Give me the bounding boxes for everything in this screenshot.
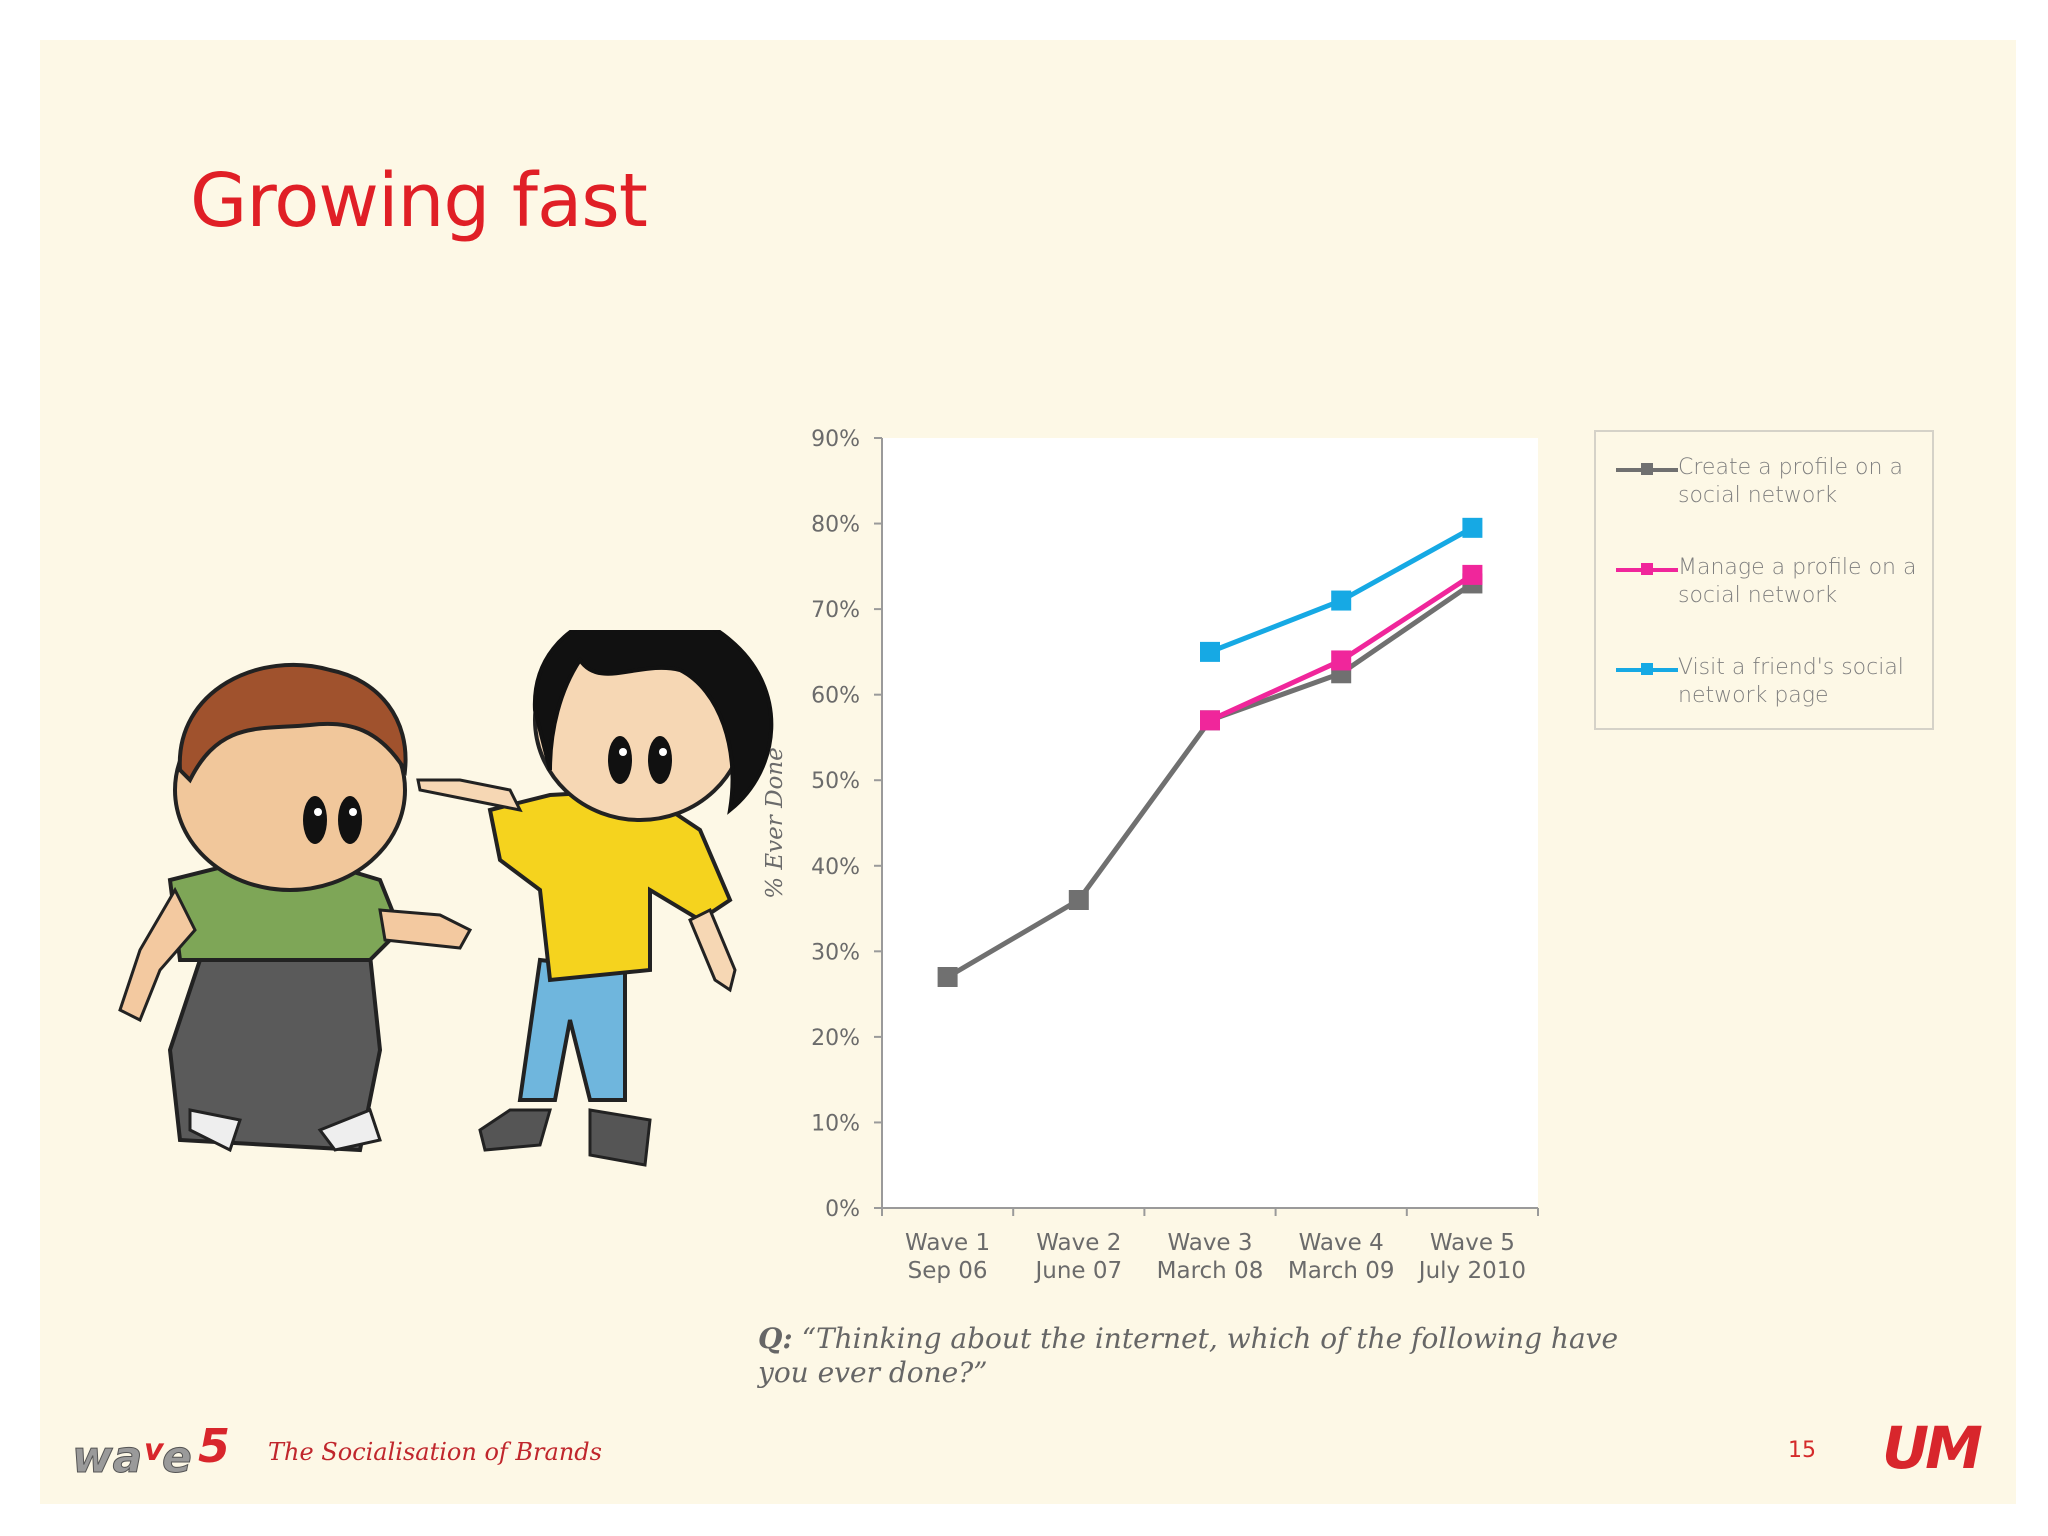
- legend-marker-swatch: [1641, 563, 1653, 575]
- y-tick-label: 60%: [811, 684, 860, 709]
- slide-title: Growing fast: [190, 158, 648, 244]
- x-tick-label: March 08: [1157, 1258, 1264, 1284]
- data-point: [1331, 650, 1352, 671]
- legend-label: Manage a profile on a social network: [1678, 555, 1917, 608]
- legend-item: Create a profile on a social network: [1616, 454, 1926, 524]
- um-logo-icon: UM: [1882, 1414, 1986, 1480]
- survey-question: Q: “Thinking about the internet, which o…: [758, 1322, 1638, 1390]
- legend-marker-swatch: [1641, 663, 1653, 675]
- x-tick-label: Wave 2: [1036, 1230, 1121, 1256]
- data-point: [937, 967, 958, 987]
- y-tick-label: 50%: [811, 769, 860, 794]
- svg-text:5: 5: [198, 1420, 230, 1473]
- y-tick-label: 0%: [825, 1197, 860, 1222]
- plot-area: [882, 438, 1538, 1208]
- x-tick-label: July 2010: [1417, 1258, 1526, 1284]
- svg-text:e: e: [162, 1432, 192, 1483]
- x-tick-label: March 09: [1288, 1258, 1395, 1284]
- legend-label: Visit a friend's social network page: [1678, 655, 1904, 708]
- legend-item: Visit a friend's social network page: [1616, 654, 1926, 724]
- y-tick-label: 40%: [811, 855, 860, 880]
- legend-marker-swatch: [1641, 463, 1653, 475]
- y-tick-label: 70%: [811, 598, 860, 623]
- footer-brand: The Socialisation of Brands: [268, 1438, 602, 1466]
- boy-figure-icon: [118, 662, 473, 1153]
- legend-item: Manage a profile on a social network: [1616, 554, 1926, 624]
- y-tick-label: 20%: [811, 1026, 860, 1051]
- question-prefix: Q:: [758, 1322, 793, 1355]
- legend-label: Create a profile on a social network: [1678, 455, 1903, 508]
- data-point: [1200, 710, 1220, 731]
- data-point: [1462, 564, 1483, 585]
- y-tick-label: 30%: [811, 940, 860, 965]
- x-tick-label: June 07: [1033, 1258, 1122, 1284]
- data-point: [1200, 641, 1220, 662]
- data-point: [1068, 890, 1089, 910]
- y-tick-label: 80%: [811, 513, 860, 538]
- y-axis-label: % Ever Done: [762, 747, 788, 899]
- girl-figure-icon: [416, 630, 774, 1167]
- x-tick-label: Wave 5: [1430, 1230, 1515, 1256]
- x-tick-label: Wave 3: [1167, 1230, 1252, 1256]
- chart-legend: Create a profile on a social network Mana…: [1594, 430, 1934, 730]
- data-point: [1462, 517, 1483, 538]
- svg-text:v: v: [144, 1433, 165, 1468]
- y-tick-label: 10%: [811, 1111, 860, 1136]
- x-tick-label: Wave 4: [1299, 1230, 1384, 1256]
- question-text: “Thinking about the internet, which of t…: [758, 1322, 1619, 1389]
- svg-text:UM: UM: [1882, 1414, 1982, 1480]
- x-tick-label: Wave 1: [905, 1230, 990, 1256]
- kids-illustration-icon: [118, 630, 774, 1167]
- data-point: [1331, 590, 1352, 611]
- wave5-logo-icon: wa v e 5: [72, 1420, 231, 1484]
- page-number: 15: [1788, 1438, 1816, 1463]
- svg-text:wa: wa: [72, 1432, 142, 1483]
- y-tick-label: 90%: [811, 427, 860, 452]
- slide: Growing fast: [40, 40, 2016, 1504]
- x-tick-label: Sep 06: [908, 1258, 988, 1284]
